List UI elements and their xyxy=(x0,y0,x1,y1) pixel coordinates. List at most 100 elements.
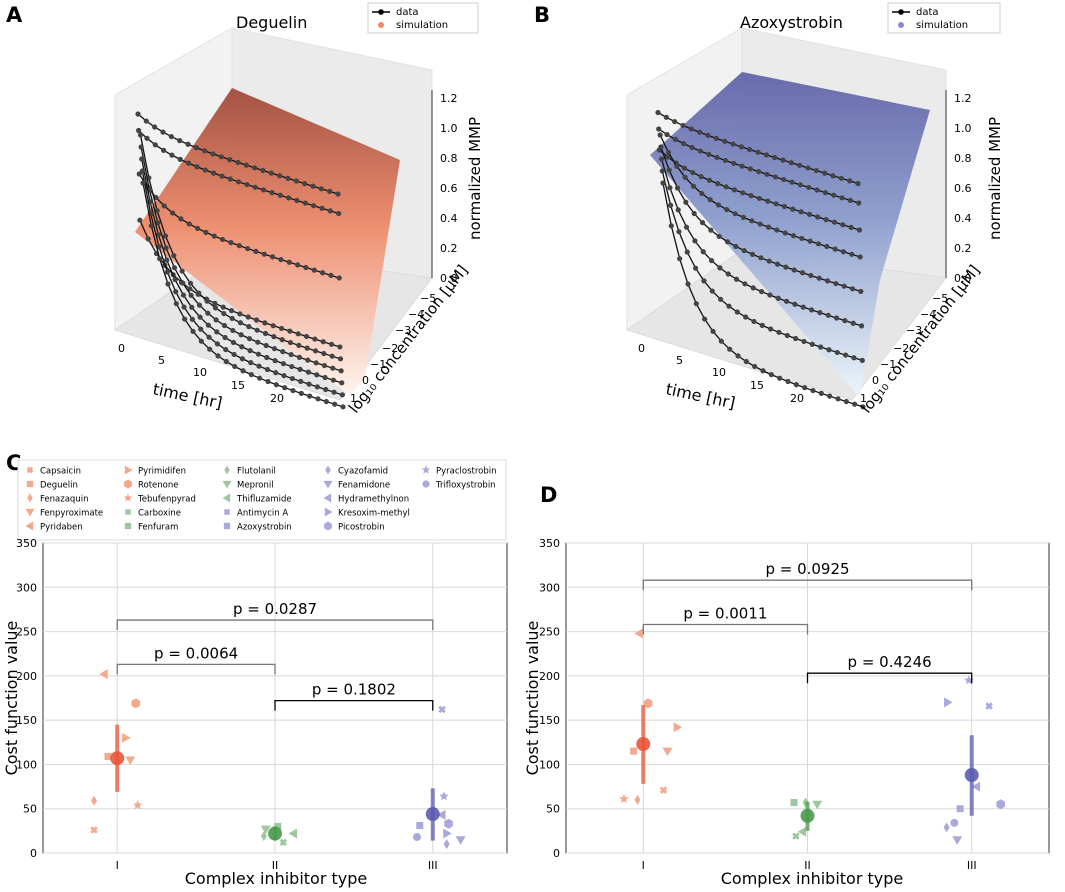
data-point xyxy=(708,257,715,264)
x-axis-label: time [hr] xyxy=(151,379,224,412)
marker-diamond xyxy=(224,465,230,475)
data-point xyxy=(237,311,243,317)
legend-data: data xyxy=(916,7,939,18)
data-point xyxy=(212,305,219,311)
data-point xyxy=(774,227,780,233)
data-point xyxy=(807,238,813,244)
legend-item-label: Picostrobin xyxy=(338,523,385,533)
marker-x xyxy=(985,702,993,710)
data-point xyxy=(742,281,748,287)
data-point xyxy=(206,334,212,340)
data-point xyxy=(752,363,758,370)
data-point xyxy=(684,249,690,255)
legend-item-label: Rotenone xyxy=(138,481,179,491)
marker-diamond xyxy=(27,493,33,503)
data-point xyxy=(758,288,765,295)
data-point xyxy=(265,378,271,385)
y-tick-3: −2 xyxy=(893,342,909,355)
x-tick-label: I xyxy=(116,859,119,872)
data-point xyxy=(211,233,217,239)
data-point xyxy=(808,307,815,313)
data-point xyxy=(321,362,328,369)
data-point xyxy=(181,304,187,310)
x-tick-1: 5 xyxy=(676,354,683,367)
data-point xyxy=(289,375,295,382)
y-tick-label: 0 xyxy=(30,847,37,860)
data-point xyxy=(699,220,706,226)
marker-tri-left xyxy=(222,493,231,503)
marker-star xyxy=(619,793,629,804)
data-point xyxy=(858,323,865,329)
data-point xyxy=(734,309,740,315)
marker-x xyxy=(124,508,132,516)
marker-tri-left xyxy=(25,521,34,531)
x-tick-1: 5 xyxy=(158,354,165,367)
data-point xyxy=(207,346,213,352)
data-point xyxy=(789,179,795,185)
data-point xyxy=(229,315,235,322)
data-point xyxy=(780,157,786,163)
data-point xyxy=(764,171,770,177)
marker-diamond xyxy=(325,465,331,475)
marker-square xyxy=(26,480,34,488)
data-point xyxy=(825,312,831,318)
data-point xyxy=(315,396,321,402)
data-point xyxy=(716,233,722,240)
marker-tri-down xyxy=(260,825,271,835)
data-point xyxy=(668,202,674,208)
data-point xyxy=(136,127,142,134)
data-point xyxy=(832,246,838,252)
marker-hexagon xyxy=(996,799,1006,810)
data-point xyxy=(810,387,816,394)
data-point xyxy=(212,300,218,306)
z-tick-3: 0.6 xyxy=(440,182,458,195)
z-axis-label: normalized MMP xyxy=(986,117,1004,240)
data-point xyxy=(713,135,719,141)
marker-diamond xyxy=(943,822,950,833)
data-point xyxy=(793,335,799,342)
data-point xyxy=(682,174,688,180)
data-point xyxy=(271,334,277,340)
data-point xyxy=(314,372,320,378)
marker-star xyxy=(439,791,449,801)
data-point xyxy=(659,168,665,174)
marker-tri-left xyxy=(797,826,807,837)
data-point xyxy=(205,310,211,316)
data-point xyxy=(843,398,849,405)
y-tick-label: 250 xyxy=(539,626,560,639)
p-value-label: p = 0.4246 xyxy=(848,653,932,671)
data-point xyxy=(313,360,319,366)
y-tick-label: 50 xyxy=(546,803,560,816)
data-point xyxy=(674,185,681,191)
data-point xyxy=(228,240,234,246)
marker-hexagon xyxy=(124,479,132,489)
data-point xyxy=(156,244,162,250)
data-point xyxy=(168,133,174,140)
panel-c-scatter: Capsaicin Deguelin Fenazaquin Fenpyroximate… xyxy=(2,459,508,888)
x-axis-label: time [hr] xyxy=(664,379,737,412)
data-point xyxy=(747,146,753,153)
data-point xyxy=(186,160,192,166)
data-point xyxy=(708,227,714,233)
data-point xyxy=(269,254,276,260)
data-point xyxy=(733,243,739,250)
data-point xyxy=(169,152,175,158)
data-point xyxy=(198,326,204,332)
data-point xyxy=(273,382,279,388)
mean-marker xyxy=(110,751,125,766)
marker-tri-right xyxy=(324,507,333,517)
mean-marker xyxy=(425,807,440,822)
marker-square xyxy=(790,799,798,807)
data-point xyxy=(658,156,665,162)
data-point xyxy=(849,286,856,292)
data-point xyxy=(730,141,736,147)
data-point xyxy=(294,197,300,204)
marker-x xyxy=(438,705,446,714)
significance-bracket xyxy=(274,700,434,711)
data-point xyxy=(178,216,184,222)
legend-item-label: Pyridaben xyxy=(40,523,83,533)
data-point xyxy=(137,217,143,223)
data-point xyxy=(219,236,226,243)
data-point xyxy=(247,348,253,354)
